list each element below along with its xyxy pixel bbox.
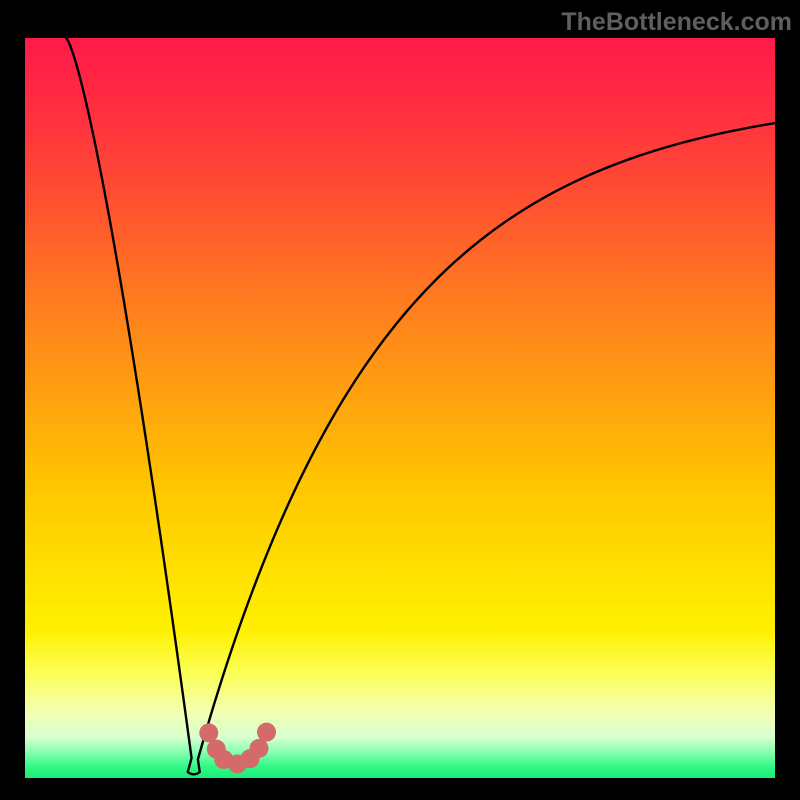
dip-marker xyxy=(250,739,269,758)
dip-marker xyxy=(199,723,218,742)
watermark-label: TheBottleneck.com xyxy=(561,8,792,37)
bottleneck-chart xyxy=(0,0,800,800)
dip-marker xyxy=(257,723,276,742)
